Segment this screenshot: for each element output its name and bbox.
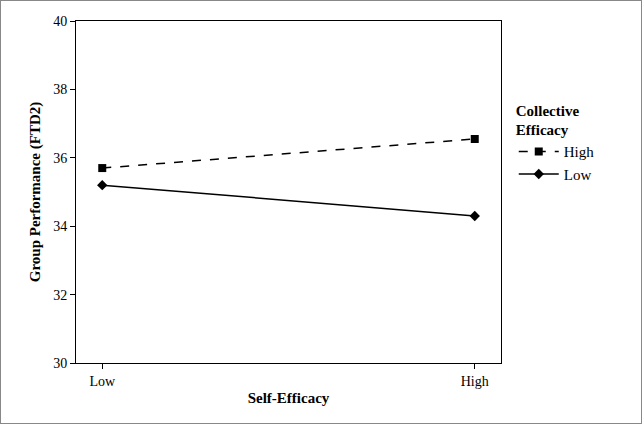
svg-text:High: High	[564, 144, 595, 160]
svg-text:40: 40	[53, 14, 67, 29]
svg-text:32: 32	[53, 288, 67, 303]
svg-text:Low: Low	[89, 374, 116, 389]
svg-text:Self-Efficacy: Self-Efficacy	[248, 390, 330, 406]
svg-text:36: 36	[53, 151, 67, 166]
svg-text:Low: Low	[564, 167, 592, 183]
svg-text:CollectiveEfficacy: CollectiveEfficacy	[516, 103, 580, 138]
svg-text:34: 34	[53, 219, 67, 234]
svg-text:30: 30	[53, 356, 67, 371]
svg-text:High: High	[461, 374, 489, 389]
svg-text:Group Performance (FTD2): Group Performance (FTD2)	[27, 102, 44, 283]
svg-text:38: 38	[53, 82, 67, 97]
